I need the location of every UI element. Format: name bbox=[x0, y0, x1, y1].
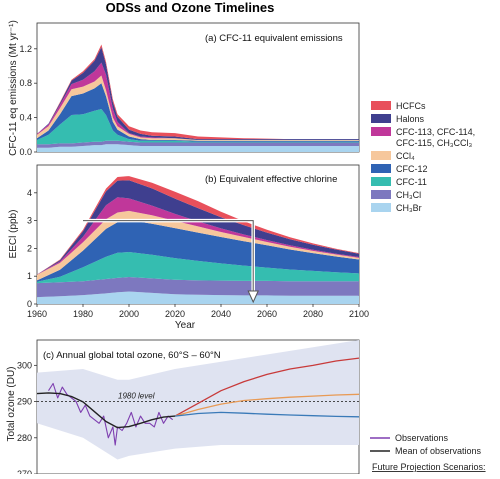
ytick-a-label: 0.0 bbox=[19, 147, 32, 157]
scenarios-label: Future Projection Scenarios: bbox=[372, 462, 486, 472]
legend-swatch-hcfcs bbox=[371, 101, 391, 110]
panel-b-xlabel: Year bbox=[175, 320, 196, 331]
panel-a-emissions: 0.0 0.4 0.8 1.2 (a) CFC-11 equivalent emiss… bbox=[8, 20, 360, 157]
legend-label-hcfcs: HCFCs bbox=[396, 101, 426, 111]
projection-line-0 bbox=[174, 357, 360, 417]
panel-c-ozone: 270 280 290 300 (c) Annual global total ozo… bbox=[6, 339, 360, 479]
ytick-a-label: 1.2 bbox=[19, 44, 32, 54]
return-annotation bbox=[83, 218, 259, 304]
panel-a-areas bbox=[37, 44, 359, 152]
xtick-b-label: 1980 bbox=[73, 309, 93, 319]
legend-label-ch3cl: CH₃Cl bbox=[396, 190, 421, 200]
legend-label2-cfc113: CFC-115, CH₃CCl₃ bbox=[396, 138, 473, 148]
legend-swatch-cfc12 bbox=[371, 164, 391, 173]
xtick-b-label: 2080 bbox=[303, 309, 323, 319]
xtick-b-label: 2040 bbox=[211, 309, 231, 319]
legend-swatch-ccl4 bbox=[371, 151, 391, 160]
return-line bbox=[83, 220, 254, 292]
panel-c-title: (c) Annual global total ozone, 60°S – 60… bbox=[43, 350, 221, 361]
area-ch3br bbox=[37, 144, 359, 152]
projection-line-2 bbox=[174, 411, 360, 418]
panel-a-ylabel: CFC-11 eq emissions (Mt yr⁻¹) bbox=[8, 20, 19, 156]
area-ch3cl bbox=[37, 140, 359, 148]
observations-label: Observations bbox=[395, 433, 449, 443]
reference-label: 1980 level bbox=[118, 392, 155, 401]
ytick-b-label: 0 bbox=[27, 299, 32, 309]
ytick-c-label: 300 bbox=[17, 360, 32, 370]
legend-label-halons: Halons bbox=[396, 114, 425, 124]
legend-swatch-cfc11 bbox=[371, 177, 391, 186]
area-ch3cl bbox=[37, 277, 359, 298]
legend-swatch-ch3br bbox=[371, 203, 391, 212]
panel-c-yticks: 270 280 290 300 bbox=[17, 360, 37, 479]
xtick-b-label: 2000 bbox=[119, 309, 139, 319]
panel-c-ylabel: Total ozone (DU) bbox=[6, 366, 17, 441]
area-cfc11 bbox=[37, 109, 359, 145]
ytick-a-label: 0.4 bbox=[19, 113, 32, 123]
xtick-b-label: 1960 bbox=[27, 309, 47, 319]
panel-b-yticks: 0 1 2 3 4 bbox=[27, 188, 37, 309]
area-hcfcs bbox=[37, 44, 359, 140]
mean-observations-line bbox=[36, 392, 176, 429]
legend-label-ch3br: CH₃Br bbox=[396, 203, 422, 213]
panel-b-title: (b) Equivalent effective chlorine bbox=[205, 174, 337, 185]
xtick-b-label: 2020 bbox=[165, 309, 185, 319]
legend-swatch-cfc113 bbox=[371, 127, 391, 136]
ytick-b-label: 2 bbox=[27, 243, 32, 253]
panel-b-xticks: 1960 1980 2000 2020 2040 2060 2080 2100 bbox=[27, 304, 369, 319]
mean-label: Mean of observations bbox=[395, 446, 482, 456]
ytick-b-label: 4 bbox=[27, 188, 32, 198]
xtick-b-label: 2060 bbox=[257, 309, 277, 319]
area-ch3br bbox=[37, 291, 359, 304]
species-legend: HCFCs Halons CFC-113, CFC-114,CFC-115, CH₃… bbox=[371, 101, 475, 213]
figure-title: ODSs and Ozone Timelines bbox=[106, 0, 275, 15]
legend-swatch-ch3cl bbox=[371, 190, 391, 199]
legend-label-ccl4: CCl₄ bbox=[396, 151, 415, 161]
panel-c-legend: Observations Mean of observations Future… bbox=[370, 433, 486, 472]
xtick-b-label: 2100 bbox=[349, 309, 369, 319]
panel-c-plot bbox=[36, 340, 360, 460]
ytick-c-label: 270 bbox=[17, 469, 32, 474]
return-arrowhead bbox=[247, 290, 259, 304]
legend-label-cfc113: CFC-113, CFC-114, bbox=[396, 127, 475, 137]
ytick-c-label: 290 bbox=[17, 397, 32, 407]
panel-b-areas bbox=[37, 176, 359, 304]
legend-label-cfc12: CFC-12 bbox=[396, 164, 428, 174]
area-cfc11 bbox=[37, 252, 359, 284]
legend-label-cfc11: CFC-11 bbox=[396, 177, 427, 187]
projection-line-1 bbox=[174, 393, 360, 417]
area-cfc12 bbox=[37, 220, 359, 282]
panel-a-yticks: 0.0 0.4 0.8 1.2 bbox=[19, 44, 37, 157]
ytick-b-label: 1 bbox=[27, 271, 32, 281]
ytick-b-label: 3 bbox=[27, 216, 32, 226]
ytick-a-label: 0.8 bbox=[19, 78, 32, 88]
panel-a-title: (a) CFC-11 equivalent emissions bbox=[205, 33, 343, 44]
panel-b-eecl: 0 1 2 3 4 1960 1980 2000 2020 2040 2060 2080 2100 (… bbox=[8, 164, 369, 331]
ytick-c-label: 280 bbox=[17, 433, 32, 443]
legend-swatch-halons bbox=[371, 114, 391, 123]
area-halons bbox=[37, 47, 359, 140]
panel-b-ylabel: EECl (ppb) bbox=[8, 210, 19, 259]
